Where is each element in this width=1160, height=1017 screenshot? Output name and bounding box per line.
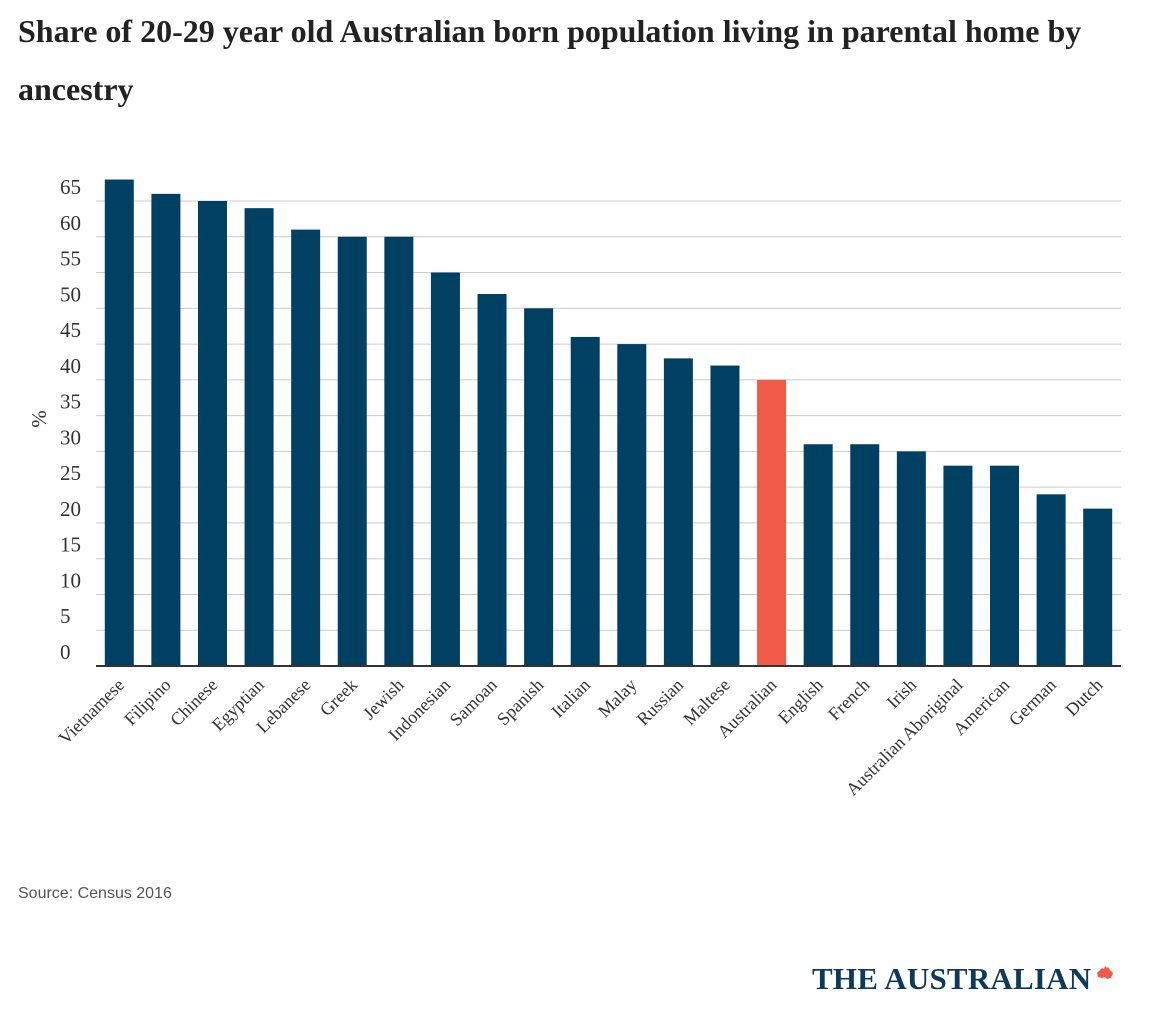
y-tick-label: 40 <box>60 354 81 378</box>
bar-russian <box>663 358 693 666</box>
bar-chart: 0 5 10 15 20 25 30 35 40 45 50 55 60 65 VietnameseFil… <box>27 175 1121 800</box>
bar-american <box>990 465 1020 666</box>
bar-german <box>1036 494 1066 666</box>
y-tick-label: 50 <box>60 282 81 306</box>
x-tick-label: Irish <box>883 675 920 712</box>
y-tick-label: 5 <box>60 604 71 628</box>
bar-english <box>803 444 833 666</box>
bar-jewish <box>384 236 414 666</box>
bar-egyptian <box>244 208 274 666</box>
y-axis-tick-labels: 0 5 10 15 20 25 30 35 40 45 50 55 60 65 <box>60 175 81 664</box>
bar-dutch <box>1083 508 1113 666</box>
bar-filipino <box>151 193 181 666</box>
x-tick-label: Russian <box>633 675 687 729</box>
y-tick-label: 25 <box>60 461 81 485</box>
bar-lebanese <box>291 229 321 666</box>
bar-samoan <box>477 294 507 666</box>
x-tick-label: Dutch <box>1061 675 1106 720</box>
bar-chinese <box>197 201 227 666</box>
x-tick-label: English <box>774 675 827 728</box>
x-tick-label: French <box>824 675 873 724</box>
y-tick-label: 45 <box>60 318 81 342</box>
bar-spanish <box>524 308 554 666</box>
y-tick-label: 65 <box>60 175 81 199</box>
bar-australian-aboriginal <box>943 465 973 666</box>
x-axis-tick-labels: VietnameseFilipinoChineseEgyptianLebanes… <box>55 675 1107 800</box>
chart-title: Share of 20-29 year old Australian born … <box>18 13 1082 107</box>
bar-greek <box>337 236 367 666</box>
y-tick-label: 15 <box>60 533 81 557</box>
y-tick-label: 35 <box>60 390 81 414</box>
bar-malay <box>617 344 647 666</box>
x-tick-label: Italian <box>547 675 594 722</box>
x-tick-label: Filipino <box>120 675 174 729</box>
y-tick-label: 0 <box>60 640 71 664</box>
y-axis-label: % <box>27 410 51 428</box>
bar-italian <box>570 336 600 666</box>
bar-maltese <box>710 365 740 666</box>
y-tick-label: 10 <box>60 568 81 592</box>
x-tick-label: German <box>1005 675 1060 730</box>
source-note: Source: Census 2016 <box>18 885 172 902</box>
bar-irish <box>896 451 926 666</box>
logo-wordmark: THE AUSTRALIAN <box>812 961 1092 996</box>
bar-french <box>850 444 880 666</box>
bar-australian <box>757 379 787 666</box>
y-tick-label: 20 <box>60 497 81 521</box>
x-tick-label: Vietnamese <box>55 675 128 748</box>
y-tick-label: 55 <box>60 247 81 271</box>
bar-indonesian <box>430 272 460 666</box>
x-tick-label: Greek <box>316 675 361 720</box>
x-tick-label: Spanish <box>493 675 547 729</box>
bar-vietnamese <box>104 179 134 667</box>
y-tick-label: 60 <box>60 211 81 235</box>
y-tick-label: 30 <box>60 425 81 449</box>
australia-map-icon <box>1097 966 1113 979</box>
x-tick-label: Samoan <box>446 675 501 730</box>
publisher-logo: THE AUSTRALIAN <box>812 962 1142 998</box>
bars <box>104 179 1113 667</box>
